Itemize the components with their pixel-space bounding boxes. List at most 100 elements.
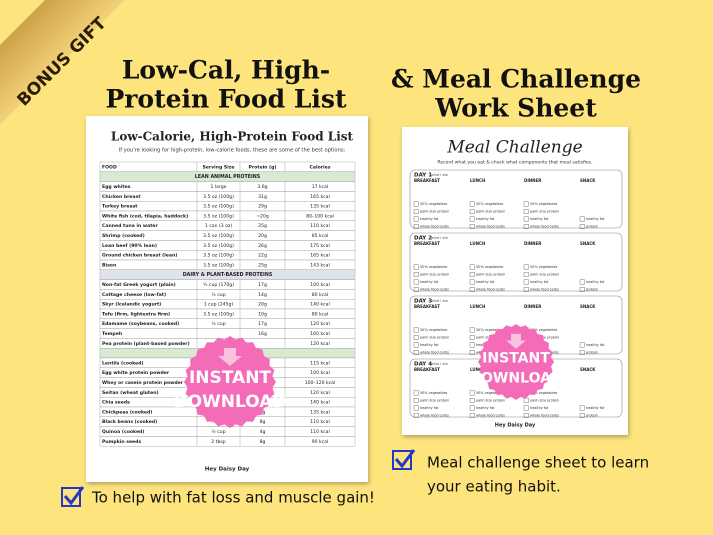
table-cell: 26g bbox=[258, 243, 267, 249]
day-label: DAY 4 bbox=[414, 362, 432, 368]
checkbox bbox=[469, 342, 475, 348]
heading: Protein Food List bbox=[105, 85, 347, 114]
meal-label: LUNCH bbox=[470, 304, 485, 309]
check-item: healthy fat bbox=[530, 217, 549, 221]
table-cell: 3.6g bbox=[257, 184, 267, 190]
table-cell: 17g bbox=[258, 282, 267, 288]
checkbox bbox=[523, 264, 529, 270]
checkbox bbox=[523, 272, 529, 277]
table-cell: Skyr (Icelandic yogurt) bbox=[102, 302, 161, 308]
badge-text: INSTANT bbox=[482, 351, 550, 367]
checkbox bbox=[579, 224, 585, 229]
badge bbox=[478, 324, 554, 400]
checkbox bbox=[579, 350, 585, 355]
table-cell: 135 kcal bbox=[310, 204, 330, 210]
sheet-title: Low-Calorie, High-Protein Food List bbox=[111, 130, 354, 144]
checkbox bbox=[413, 398, 419, 403]
check-item: 50% vegetables bbox=[476, 265, 504, 269]
table-cell: Chicken breast bbox=[102, 194, 141, 200]
table-cell: 31g bbox=[258, 194, 267, 200]
check-item: whole food carbs bbox=[476, 225, 505, 229]
table-cell: ¾ cup (170g) bbox=[203, 282, 234, 288]
checkbox bbox=[469, 264, 475, 270]
checkbox bbox=[579, 342, 585, 348]
table-cell: Quinoa (cooked) bbox=[102, 429, 144, 435]
meal-label: DINNER bbox=[524, 178, 541, 183]
table-cell: 25g bbox=[258, 262, 267, 268]
check-item: 50% vegetables bbox=[420, 391, 448, 395]
section-label: LEAN ANIMAL PROTEINS bbox=[195, 174, 261, 180]
table-cell: 8g bbox=[260, 439, 266, 445]
check-item: palm size protein bbox=[420, 336, 449, 340]
download-icon bbox=[218, 348, 242, 366]
table-cell: Tempeh bbox=[102, 331, 122, 337]
checkbox bbox=[523, 224, 529, 229]
table-cell: Edamame (soybeans, cooked) bbox=[102, 321, 179, 327]
sheet-subtitle: Record what you eat & check what compone… bbox=[437, 160, 592, 166]
meal-label: LUNCH bbox=[470, 241, 485, 246]
table-cell: Protein (g) bbox=[248, 164, 276, 170]
table-cell: 80–100 kcal bbox=[306, 213, 334, 219]
table-cell: 2 tbsp bbox=[211, 439, 225, 445]
table-cell: 1 cup (245g) bbox=[204, 302, 234, 308]
check-item: palm size protein bbox=[530, 210, 559, 214]
table-cell: 110 kcal bbox=[310, 223, 330, 229]
day-note: what i ate bbox=[431, 362, 448, 366]
table-cell: Pea protein (plant-based powder) bbox=[102, 341, 190, 347]
table-cell: 1 large bbox=[210, 184, 226, 190]
meal-label: SNACK bbox=[580, 178, 596, 183]
check-item: healthy fat bbox=[586, 406, 605, 410]
table-cell: Non-fat Greek yogurt (plain) bbox=[102, 282, 176, 288]
check-item: healthy fat bbox=[586, 280, 605, 284]
day-label: DAY 3 bbox=[414, 299, 432, 305]
badge-text: DOWNLOAD bbox=[173, 392, 286, 412]
check-item: protein bbox=[586, 225, 598, 229]
check-item: whole food carbs bbox=[420, 351, 449, 355]
table-cell: Lean beef (90% lean) bbox=[102, 243, 157, 249]
day-note: what i ate bbox=[431, 299, 448, 303]
checkbox bbox=[469, 390, 475, 396]
table-cell: 135 kcal bbox=[310, 409, 330, 415]
checkbox bbox=[413, 279, 419, 285]
table-cell: 120 kcal bbox=[310, 390, 330, 396]
table-cell: 3.5 oz (100g) bbox=[203, 204, 234, 210]
table-cell: 17g bbox=[258, 321, 267, 327]
table-cell: 120 kcal bbox=[310, 341, 330, 347]
check-item: protein bbox=[586, 414, 598, 418]
check-item: healthy fat bbox=[420, 343, 439, 347]
check-icon bbox=[392, 449, 416, 470]
check-icon bbox=[61, 486, 85, 507]
table-cell: Calories bbox=[310, 164, 331, 170]
table-cell: 140 kcal bbox=[310, 302, 330, 308]
table-cell: Shrimp (cooked) bbox=[102, 233, 145, 239]
check-item: palm size protein bbox=[420, 273, 449, 277]
checkbox bbox=[469, 209, 475, 214]
check-item: healthy fat bbox=[420, 217, 439, 221]
table-cell: Egg white protein powder bbox=[102, 370, 170, 376]
checkbox bbox=[469, 405, 475, 411]
section-label: DAIRY & PLANT-BASED PROTEINS bbox=[183, 272, 273, 278]
table-cell: 160 kcal bbox=[310, 331, 330, 337]
table-cell: Whey or casein protein powder bbox=[102, 380, 184, 386]
table-cell: 110 kcal bbox=[310, 429, 330, 435]
check-item: healthy fat bbox=[530, 406, 549, 410]
table-cell: Serving Size bbox=[202, 164, 234, 170]
heading: Low-Cal, High- bbox=[122, 56, 330, 85]
check-item: whole food carbs bbox=[420, 288, 449, 292]
badge-text: INSTANT bbox=[189, 368, 271, 388]
checkbox bbox=[413, 209, 419, 214]
table-cell: 80 kcal bbox=[312, 311, 329, 317]
check-item: healthy fat bbox=[476, 217, 495, 221]
meal-label: SNACK bbox=[580, 367, 596, 372]
table-cell: 29g bbox=[258, 204, 267, 210]
sheet-title: Meal Challenge bbox=[446, 138, 582, 158]
caption: your eating habit. bbox=[427, 478, 561, 496]
check-item: whole food carbs bbox=[476, 414, 505, 418]
checkbox bbox=[413, 327, 419, 333]
table-cell: 14g bbox=[258, 292, 267, 298]
meal-label: SNACK bbox=[580, 241, 596, 246]
check-item: 50% vegetables bbox=[476, 202, 504, 206]
table-cell: 10g bbox=[258, 311, 267, 317]
